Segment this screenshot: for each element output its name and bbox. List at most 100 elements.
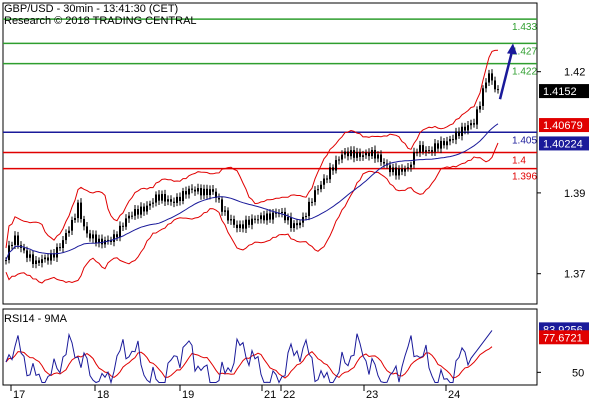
candle-body-26 <box>83 219 85 227</box>
candle-body-55 <box>170 199 172 202</box>
candle-body-60 <box>185 191 187 195</box>
candle-body-132 <box>401 168 403 172</box>
bollinger-lower <box>5 142 499 284</box>
candle-body-156 <box>473 123 475 125</box>
candle-body-126 <box>383 162 385 164</box>
rsi-title: RSI14 - 9MA <box>4 313 68 325</box>
candle-body-101 <box>308 201 310 217</box>
candle-body-104 <box>317 189 319 191</box>
candle-body-68 <box>209 189 211 196</box>
candle-body-122 <box>371 149 373 157</box>
rsi-ma-line <box>5 346 493 379</box>
candle-body-124 <box>377 154 379 159</box>
candle-body-42 <box>131 215 133 217</box>
candle-body-81 <box>248 219 250 225</box>
candle-body-13 <box>44 257 46 260</box>
candle-body-65 <box>200 188 202 196</box>
candle-body-128 <box>389 165 391 173</box>
candle-body-54 <box>167 199 169 202</box>
xtick-label-6: 24 <box>448 389 460 400</box>
candle-body-115 <box>350 150 352 157</box>
candle-body-105 <box>320 184 322 190</box>
candle-body-67 <box>206 188 208 196</box>
candle-body-70 <box>215 191 217 198</box>
candle-body-96 <box>293 223 295 229</box>
candle-body-50 <box>155 194 157 203</box>
candle-body-160 <box>485 82 487 89</box>
candle-body-80 <box>245 219 247 229</box>
candle-body-148 <box>449 139 451 142</box>
candle-body-98 <box>299 222 301 226</box>
price-tag-label-0: 1.4152 <box>543 86 577 98</box>
xtick-label-0: 17 <box>13 389 25 400</box>
candle-body-29 <box>92 234 94 239</box>
candle-body-75 <box>230 219 232 221</box>
candle-body-82 <box>251 218 253 225</box>
candle-body-143 <box>434 143 436 152</box>
candle-body-138 <box>419 145 421 153</box>
candle-body-110 <box>335 160 337 171</box>
rsi-ytick-label-0: 50 <box>572 367 584 379</box>
candle-body-46 <box>143 206 145 212</box>
candle-body-106 <box>323 178 325 185</box>
candle-body-92 <box>281 211 283 214</box>
candle-body-52 <box>161 194 163 201</box>
price-ytick-label-1: 1.39 <box>564 188 585 200</box>
candle-body-118 <box>359 152 361 157</box>
candle-body-130 <box>395 167 397 176</box>
candle-body-62 <box>191 188 193 190</box>
candle-body-116 <box>353 150 355 158</box>
candle-body-11 <box>38 260 40 263</box>
candle-body-73 <box>224 210 226 212</box>
candle-body-57 <box>176 196 178 203</box>
candle-body-90 <box>275 212 277 214</box>
candle-body-31 <box>98 238 100 244</box>
candle-body-2 <box>11 244 13 246</box>
candle-body-16 <box>53 253 55 258</box>
candle-body-37 <box>116 234 118 238</box>
candle-body-64 <box>197 188 199 192</box>
candle-body-107 <box>326 178 328 180</box>
candle-body-15 <box>50 253 52 261</box>
xtick-label-2: 19 <box>182 389 194 400</box>
candle-body-149 <box>452 139 454 141</box>
candle-body-83 <box>254 218 256 220</box>
rsi-layer <box>5 330 493 385</box>
price-ytick-label-2: 1.42 <box>564 67 585 79</box>
price-tag-box-0 <box>539 84 589 99</box>
candle-body-117 <box>356 152 358 158</box>
candle-body-163 <box>494 80 496 90</box>
candle-body-141 <box>428 150 430 152</box>
candle-body-146 <box>443 140 445 146</box>
candle-body-27 <box>86 226 88 234</box>
candle-body-51 <box>158 194 160 201</box>
candle-body-158 <box>479 105 481 110</box>
rsi-tag-label-1: 77.6721 <box>543 332 583 344</box>
candle-body-97 <box>296 223 298 226</box>
xtick-label-3: 21 <box>264 389 276 400</box>
candle-body-20 <box>65 233 67 241</box>
candle-body-0 <box>5 260 7 262</box>
candle-body-142 <box>431 150 433 152</box>
candle-body-102 <box>311 201 313 203</box>
price-tag-label-2: 1.40224 <box>543 138 583 150</box>
candle-body-155 <box>470 123 472 126</box>
candle-body-48 <box>149 203 151 206</box>
level-label-1: 1.427 <box>512 46 537 57</box>
moving-average <box>5 123 499 261</box>
candle-body-93 <box>284 211 286 221</box>
candle-body-88 <box>269 213 271 220</box>
candle-body-53 <box>164 194 166 202</box>
rsi-line <box>5 330 493 385</box>
level-label-5: 1.396 <box>512 172 537 183</box>
candle-body-89 <box>272 212 274 220</box>
candle-body-63 <box>194 189 196 192</box>
level-label-0: 1.433 <box>512 22 537 33</box>
candle-body-103 <box>314 190 316 203</box>
projection-arrow-shaft <box>498 51 514 100</box>
candle-body-109 <box>332 167 334 171</box>
candle-body-4 <box>17 235 19 246</box>
candle-body-114 <box>347 151 349 157</box>
axis-layer: 1.371.391.421.41521.406791.402245083.925… <box>10 67 589 400</box>
